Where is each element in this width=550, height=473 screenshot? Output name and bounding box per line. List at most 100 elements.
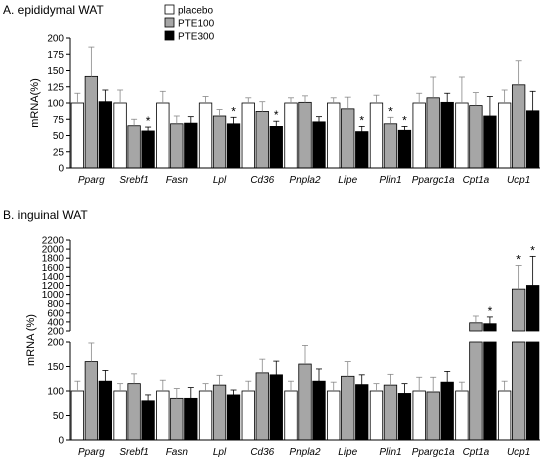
panel-a-bar xyxy=(113,102,127,169)
panel-a-bar xyxy=(84,75,99,169)
panel-a-y-tick-label: 75 xyxy=(53,115,65,126)
panel-b-category-label: Ucp1 xyxy=(507,447,530,458)
panel-b-bar xyxy=(241,390,255,441)
panel-a-bar xyxy=(141,130,155,169)
panel-a-y-tick-label: 125 xyxy=(47,82,64,93)
panel-a-bar xyxy=(426,97,440,169)
panel-a-bar xyxy=(469,105,483,169)
panel-b-bar xyxy=(497,390,512,441)
panel-b-bar xyxy=(369,390,384,441)
panel-b-bar-upper xyxy=(483,323,497,332)
panel-a-bar xyxy=(212,115,227,169)
panel-a-bar xyxy=(226,123,241,169)
panel-b-y-axis-label: mRNA (%) xyxy=(25,314,37,366)
panel-b-y-tick-label: 2200 xyxy=(42,236,65,247)
panel-b-category-label: Pnpla2 xyxy=(289,447,321,458)
panel-a-y-tick-label: 0 xyxy=(58,164,64,175)
panel-a-bar xyxy=(127,125,141,169)
panel-a-category-label: Srebf1 xyxy=(119,175,148,186)
panel-b-bar xyxy=(511,341,526,441)
panel-epididymal-wat: A. epididymal WAT 0 25 50 75 100 125 150 175 200 m… xyxy=(3,3,540,186)
panel-b-bar xyxy=(355,384,369,441)
panel-b-bar xyxy=(127,383,141,441)
panel-a-significance-star: * xyxy=(146,114,151,128)
panel-a-y-axis-label: mRNA(%) xyxy=(29,78,41,128)
panel-a-bar xyxy=(170,123,184,169)
panel-a-bar xyxy=(355,131,369,169)
panel-b-category-label: Srebf1 xyxy=(119,447,148,458)
panel-a-y-tick-label: 50 xyxy=(53,131,65,142)
panel-a-bar xyxy=(70,102,85,169)
legend-label: placebo xyxy=(178,6,213,17)
panel-b-category-label: Cd36 xyxy=(250,447,274,458)
legend-swatch xyxy=(164,17,175,28)
panel-b-bar xyxy=(298,363,312,441)
panel-a-y-tick-label: 25 xyxy=(53,147,65,158)
panel-b-category-label: Lpl xyxy=(213,447,227,458)
panel-b-bar xyxy=(184,397,198,441)
panel-b-category-label: Ppargc1a xyxy=(412,447,455,458)
panel-a-bar xyxy=(397,129,412,169)
panel-a-category-label: Cd36 xyxy=(250,175,274,186)
panel-a-y-tick-label: 150 xyxy=(47,66,64,77)
panel-a-bar xyxy=(497,102,512,169)
panel-b-y-tick-label: 600 xyxy=(47,308,64,319)
panel-a-bar xyxy=(184,122,198,169)
panel-b-title: B. inguinal WAT xyxy=(3,208,88,222)
panel-b-y-tick-label: 100 xyxy=(47,387,64,398)
panel-a-category-label: Ucp1 xyxy=(507,175,530,186)
panel-b-category-label: Fasn xyxy=(166,447,189,458)
panel-a-category-label: Pnpla2 xyxy=(289,175,321,186)
panel-b-y-tick-label: 200 xyxy=(47,338,64,349)
panel-b-y-tick-label: 150 xyxy=(47,362,64,373)
legend-label: PTE300 xyxy=(178,32,215,43)
panel-a-bar xyxy=(341,108,355,169)
panel-b-bar xyxy=(412,390,426,441)
panel-a-y-tick-label: 100 xyxy=(47,99,64,110)
panel-b-bar xyxy=(156,390,170,441)
panel-b-bar xyxy=(84,361,99,441)
panel-b-bar xyxy=(70,390,85,441)
panel-a-category-label: Lipe xyxy=(338,175,357,186)
panel-b-y-tick-label: 400 xyxy=(47,317,64,328)
panel-b-bar xyxy=(98,380,113,441)
panel-a-significance-star: * xyxy=(402,113,407,127)
panel-b-bar xyxy=(469,341,483,441)
panel-b-bar-upper xyxy=(469,322,483,332)
panel-inguinal-wat: B. inguinal WAT2004006008001000120014001… xyxy=(3,208,540,458)
panel-a-bar xyxy=(525,110,540,169)
panel-b-bar xyxy=(341,375,355,441)
panel-a-bar xyxy=(383,123,398,169)
panel-a-bar xyxy=(298,101,312,169)
panel-b-bar xyxy=(113,390,127,441)
panel-b-bar xyxy=(426,391,440,441)
panel-b-y-tick-label: 50 xyxy=(53,411,65,422)
panel-b-bar xyxy=(312,380,326,441)
panel-b-category-label: Cpt1a xyxy=(463,447,490,458)
panel-a-bar xyxy=(483,115,497,169)
panel-a-category-label: Ppargc1a xyxy=(412,175,455,186)
panel-a-y-tick-label: 175 xyxy=(47,50,64,61)
panel-a-bar xyxy=(312,121,326,169)
panel-b-bar xyxy=(483,341,497,441)
panel-b-bar xyxy=(525,341,540,441)
panel-a-title: A. epididymal WAT xyxy=(3,3,104,17)
panel-b-significance-star: * xyxy=(516,252,521,266)
legend-label: PTE100 xyxy=(178,19,215,30)
panel-a-bar xyxy=(255,111,269,169)
panel-a-category-label: Cpt1a xyxy=(463,175,490,186)
legend-swatch xyxy=(164,30,175,41)
panel-a-significance-star: * xyxy=(388,104,393,118)
panel-a-category-label: Plin1 xyxy=(379,175,401,186)
panel-b-bar xyxy=(269,374,283,441)
panel-a-bar xyxy=(511,84,526,169)
panel-b-bar xyxy=(198,390,213,441)
legend-swatch xyxy=(164,4,175,15)
panel-b-bar xyxy=(170,397,184,441)
panel-b-bar xyxy=(383,384,398,441)
panel-b-y-tick-label: 1800 xyxy=(42,254,65,265)
panel-a-category-label: Pparg xyxy=(78,175,105,186)
panel-b-significance-star: * xyxy=(530,243,535,257)
panel-b-bar xyxy=(327,390,341,441)
